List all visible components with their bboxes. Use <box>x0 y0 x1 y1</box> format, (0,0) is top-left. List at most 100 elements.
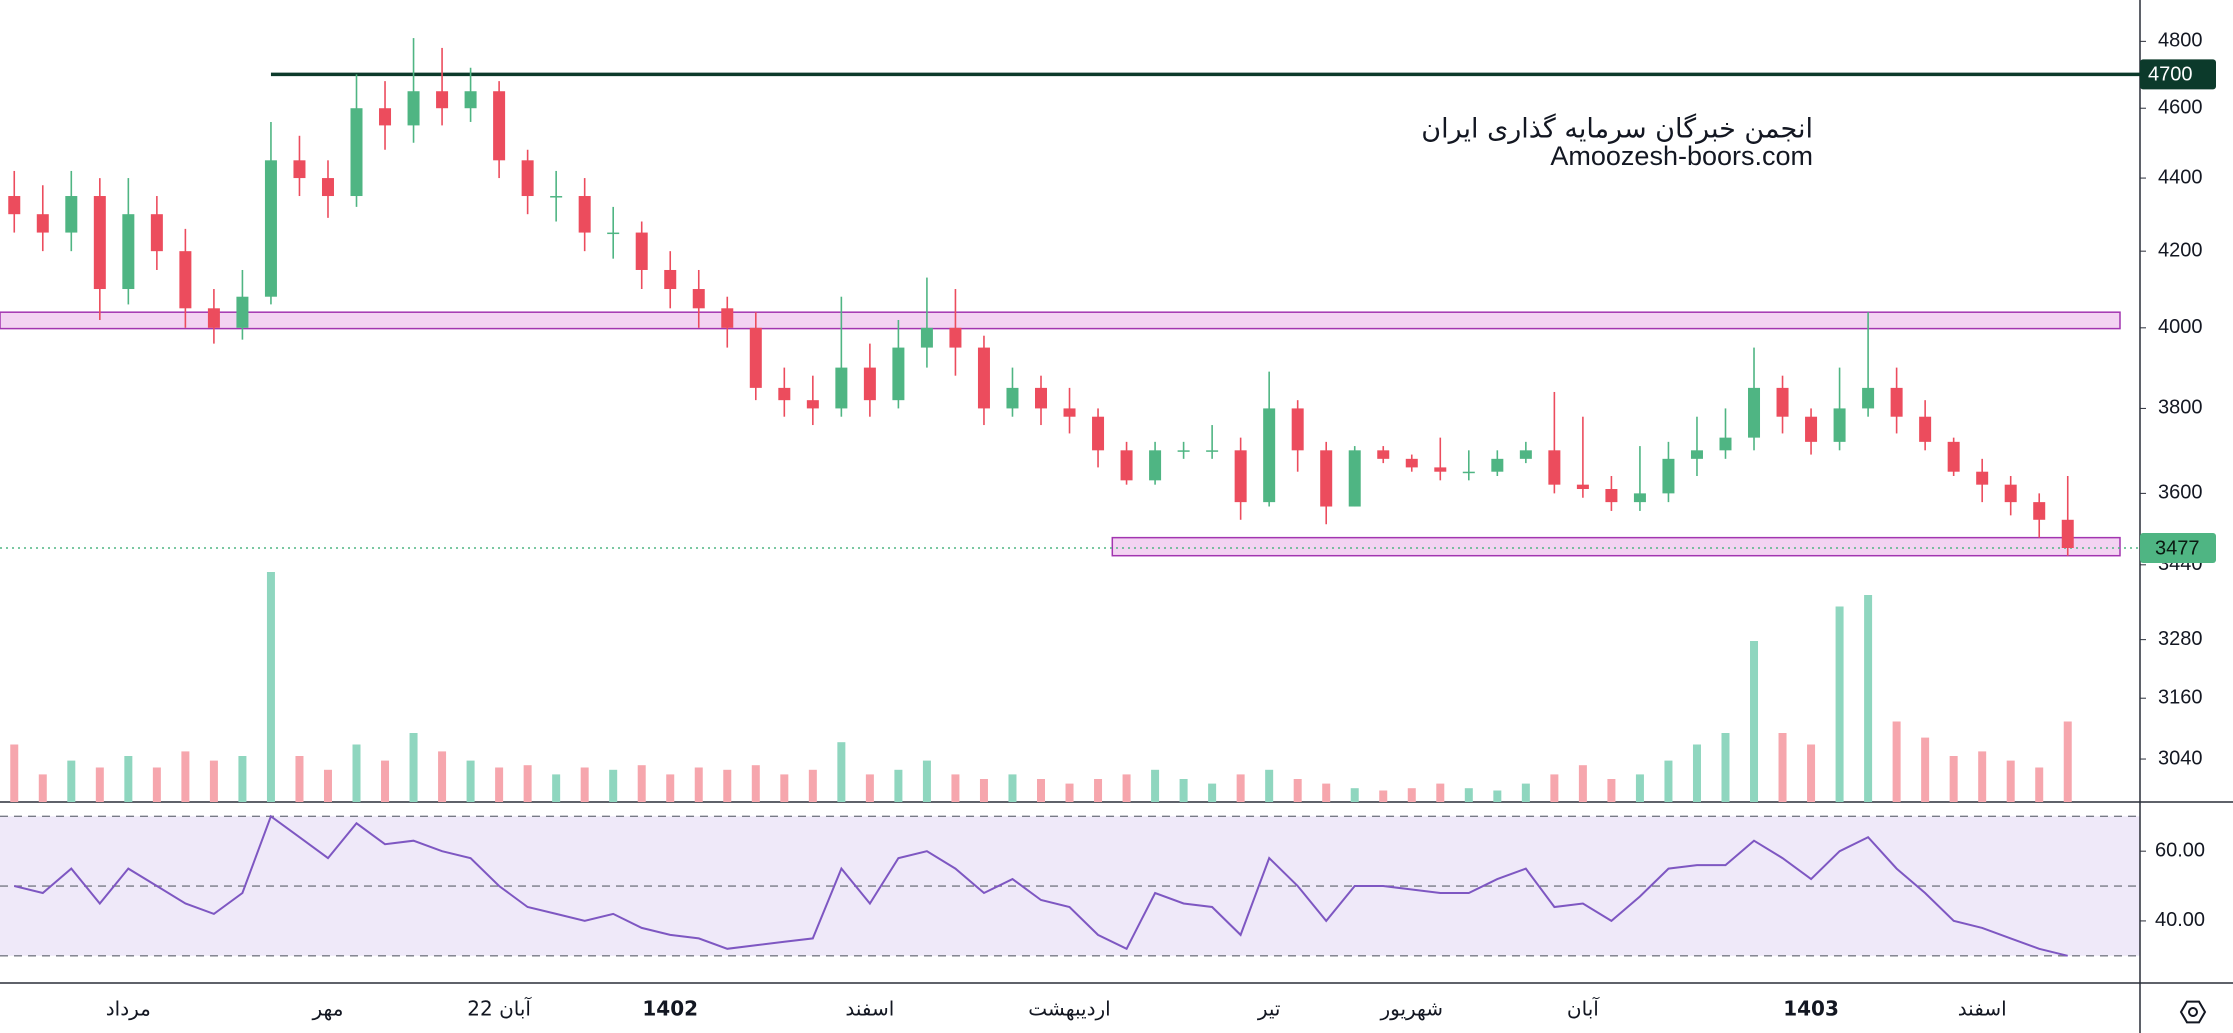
volume-bar <box>552 774 561 802</box>
rsi-tick-label: 40.00 <box>2155 909 2205 931</box>
candle-body <box>977 347 990 409</box>
candle-body <box>1748 387 1761 438</box>
candle-body <box>664 269 677 290</box>
rsi-tick-label: 60.00 <box>2155 839 2205 861</box>
volume-bar <box>1493 790 1502 802</box>
volume-bar <box>1151 769 1160 802</box>
volume-bar <box>1265 769 1274 802</box>
volume-bar <box>1322 783 1331 802</box>
volume-bar <box>295 756 304 802</box>
rsi-pane <box>0 815 2140 957</box>
candle-body <box>806 400 819 409</box>
candle-body <box>236 296 249 328</box>
y-tick-label: 4400 <box>2158 166 2203 188</box>
candle-body <box>863 367 876 401</box>
candle-body <box>207 308 220 328</box>
volume-bar <box>865 774 874 802</box>
volume-bar <box>2063 721 2072 802</box>
volume-bar <box>323 769 332 802</box>
y-tick-label: 4000 <box>2158 316 2203 338</box>
y-tick-label: 3800 <box>2158 397 2203 419</box>
support-resistance-zone <box>1111 536 2121 557</box>
candle-body <box>1548 450 1561 485</box>
y-tick-label: 3600 <box>2158 482 2203 504</box>
x-tick-label: شهریور <box>1379 997 1443 1021</box>
volume-bar <box>1835 606 1844 802</box>
candle-body <box>65 196 78 233</box>
candle-body <box>1405 458 1418 468</box>
candle-body <box>1462 471 1475 474</box>
x-tick-label: آبان <box>1567 996 1600 1021</box>
volume-bar <box>67 760 76 802</box>
volume-bar <box>1778 733 1787 802</box>
candle-body <box>264 160 277 297</box>
x-tick-label: اسفند <box>845 997 894 1021</box>
volume-bar <box>1949 756 1958 802</box>
volume-bar <box>466 760 475 802</box>
volume-bar <box>1550 774 1559 802</box>
candle-body <box>93 196 106 290</box>
volume-bar <box>609 769 618 802</box>
candle-body <box>1976 471 1989 485</box>
settings-icon[interactable] <box>2179 1000 2207 1024</box>
settings-dot[interactable] <box>2188 1007 2198 1017</box>
level-price-label: 4700 <box>2148 64 2193 86</box>
volume-bar <box>751 765 760 802</box>
volume-bar <box>1692 744 1701 802</box>
volume-bar <box>694 767 703 802</box>
candle-body <box>2033 502 2046 520</box>
x-tick-label: اسفند <box>1958 997 2007 1021</box>
y-tick-label: 4200 <box>2158 239 2203 261</box>
candle-body <box>350 108 363 197</box>
volume-bar <box>523 765 532 802</box>
volume-bar <box>2035 767 2044 802</box>
candle-body <box>1491 458 1504 472</box>
volume-bar <box>209 760 218 802</box>
candle-body <box>1805 416 1818 442</box>
candle-body <box>550 196 563 198</box>
volume-bar <box>152 767 161 802</box>
volume-bar <box>1635 774 1644 802</box>
candle-body <box>8 196 21 215</box>
candle-body <box>1833 408 1846 442</box>
x-tick-label: 1402 <box>642 997 698 1021</box>
volume-bar <box>238 756 247 802</box>
volume-bar <box>1008 774 1017 802</box>
candle-body <box>1177 450 1190 452</box>
volume-bar <box>979 779 988 802</box>
volume-bar <box>922 760 931 802</box>
candle-body <box>36 214 49 233</box>
volume-bar <box>666 774 675 802</box>
volume-bar <box>1122 774 1131 802</box>
volume-bar <box>1750 641 1759 802</box>
x-tick-label: اردیبهشت <box>1028 997 1110 1021</box>
last-price-label: 3477 <box>2155 537 2200 559</box>
candle-body <box>493 91 506 161</box>
volume-bar <box>1892 721 1901 802</box>
candle-body <box>1092 416 1105 451</box>
candle-body <box>407 91 420 126</box>
volume-bar <box>381 760 390 802</box>
volume-bar <box>1208 783 1217 802</box>
volume-bar <box>780 774 789 802</box>
volume-bar <box>352 744 361 802</box>
volume-bar <box>1607 779 1616 802</box>
volume-bar <box>1921 737 1930 802</box>
candle-body <box>1234 450 1247 503</box>
volume-bar <box>1379 790 1388 802</box>
volume-bar <box>1293 779 1302 802</box>
volume-bar <box>808 769 817 802</box>
volume-bar <box>894 769 903 802</box>
candle-body <box>179 251 192 309</box>
x-tick-label: 1403 <box>1783 997 1839 1021</box>
volume-bar <box>438 751 447 802</box>
candle-body <box>379 108 392 126</box>
settings-hexagon[interactable] <box>2179 1000 2207 1024</box>
y-tick-label: 3280 <box>2158 628 2203 650</box>
candle-body <box>1776 387 1789 417</box>
volume-bar <box>1464 788 1473 802</box>
volume-bar <box>1350 788 1359 802</box>
candle-body <box>1862 387 1875 409</box>
candle-body <box>1348 450 1361 507</box>
